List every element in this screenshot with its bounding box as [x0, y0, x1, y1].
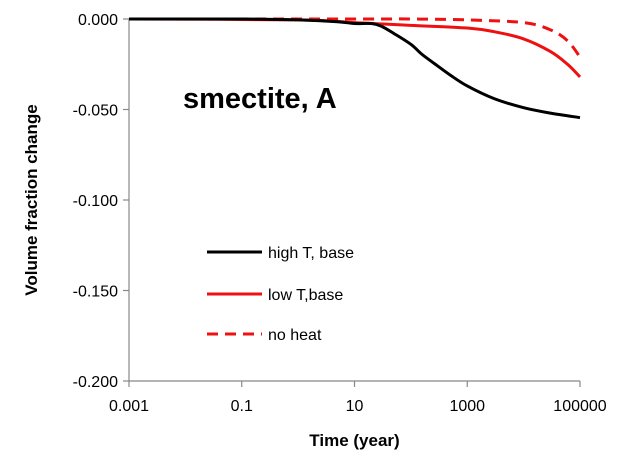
- x-axis-label: Time (year): [309, 431, 399, 450]
- x-tick-label: 100000: [553, 398, 606, 415]
- series-line-low-t-base: [129, 19, 580, 77]
- y-tick-label: -0.100: [73, 193, 118, 210]
- legend-label: no heat: [268, 327, 322, 344]
- legend-label: low T,base: [268, 287, 343, 304]
- x-tick-label: 0.001: [109, 398, 149, 415]
- x-tick-label: 1000: [449, 398, 485, 415]
- y-tick-label: -0.050: [73, 103, 118, 120]
- y-tick-label: 0.000: [78, 12, 118, 29]
- y-tick-label: -0.150: [73, 284, 118, 301]
- x-tick-label: 0.1: [231, 398, 253, 415]
- legend: high T, base low T,base no heat: [207, 245, 354, 344]
- axes: 0.000 -0.050 -0.100 -0.150 -0.200 0.001 0.1 10 1…: [73, 12, 607, 415]
- chart-annotation: smectite, A: [183, 83, 337, 115]
- x-tick-label: 10: [346, 398, 364, 415]
- legend-label: high T, base: [268, 245, 354, 262]
- y-tick-label: -0.200: [73, 374, 118, 391]
- y-axis-label: Volume fraction change: [22, 104, 41, 295]
